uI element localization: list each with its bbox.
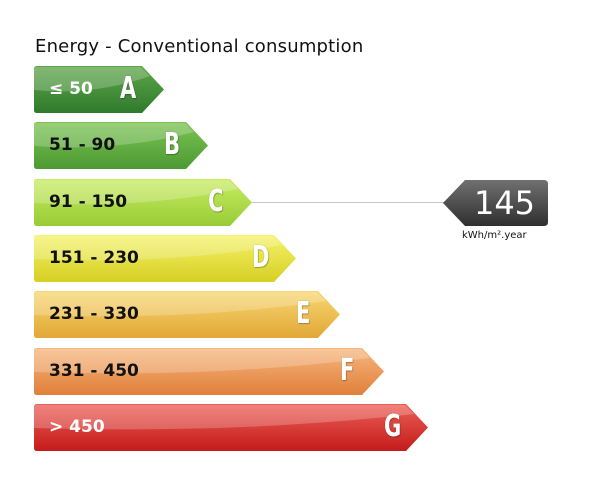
rating-range-label: 51 - 90 [49,135,116,155]
rating-letter: B [164,127,181,162]
indicator-leader-line [252,202,448,203]
rating-letter: A [120,71,137,106]
rating-range-label: 151 - 230 [49,248,139,268]
rating-letter: C [208,184,224,219]
rating-bar-f: 331 - 450 F [34,348,384,395]
rating-letter: F [340,353,355,388]
rating-range-label: > 450 [49,417,105,437]
chart-title: Energy - Conventional consumption [35,36,364,57]
rating-range-label: 231 - 330 [49,304,139,324]
rating-bar-d: 151 - 230 D [34,235,296,282]
rating-letter: D [252,240,270,275]
rating-bar-shape [34,348,384,395]
rating-bar-e: 231 - 330 E [34,291,340,338]
rating-letter: G [384,409,402,444]
rating-bar-shape [34,122,208,169]
rating-bar-b: 51 - 90 B [34,122,208,169]
rating-bar-shape [34,66,164,113]
rating-bar-shape [34,291,340,338]
rating-letter: E [296,296,311,331]
rating-bar-shape [34,179,252,226]
rating-range-label: 91 - 150 [49,192,128,212]
consumption-indicator: 145 [443,180,548,226]
rating-bar-shape [34,235,296,282]
rating-range-label: ≤ 50 [49,79,93,99]
consumption-unit: kWh/m².year [462,230,527,241]
rating-bar-c: 91 - 150 C [34,179,252,226]
rating-bar-shape [34,404,428,451]
consumption-value: 145 [473,184,536,222]
rating-bar-a: ≤ 50 A [34,66,164,113]
indicator-arrow-shape [443,180,548,226]
rating-range-label: 331 - 450 [49,361,139,381]
rating-bar-g: > 450 G [34,404,428,451]
